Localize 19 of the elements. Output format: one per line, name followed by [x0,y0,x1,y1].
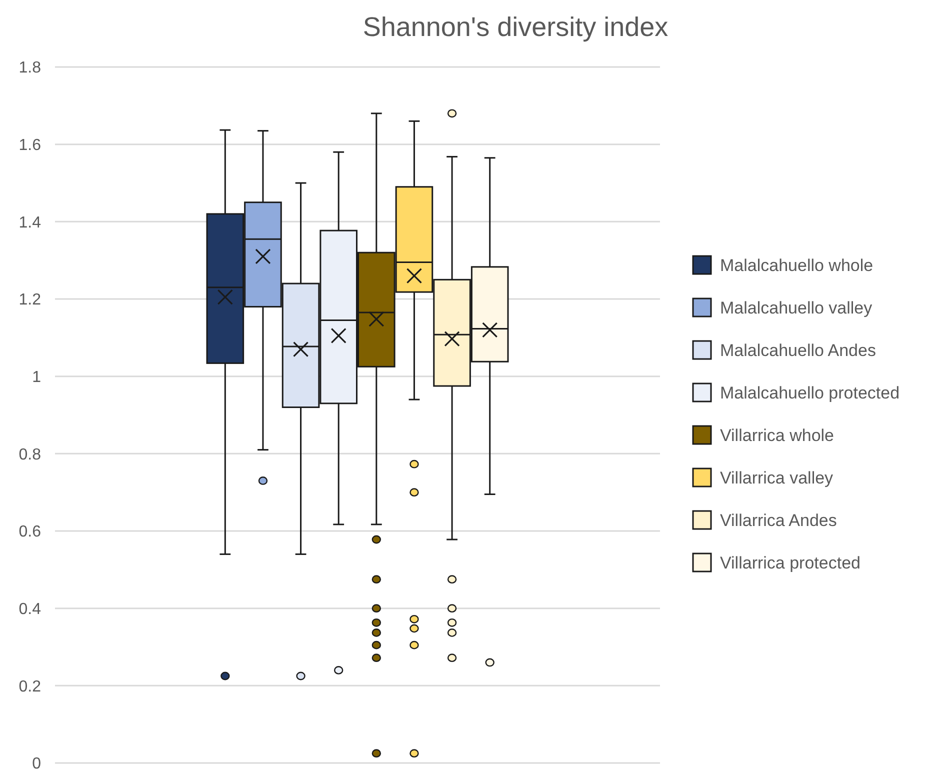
y-tick-label: 1.4 [18,214,42,232]
y-tick-label: 1.8 [18,60,42,77]
y-tick-label: 0 [32,756,42,773]
legend-label: Villarrica valley [720,468,834,488]
legend-label: Malalcahuello protected [720,383,900,402]
y-tick-label: 0.2 [18,678,42,696]
legend-label: Malalcahuello Andes [720,340,876,360]
legend-label: Villarrica whole [720,426,834,445]
y-tick-label: 1.2 [18,292,42,309]
legend-label: Malalcahuello whole [720,256,874,275]
y-tick-label: 0.4 [18,600,42,618]
y-tick-label: 0.8 [18,446,42,464]
chart-title: Shannon's diversity index [362,12,669,42]
y-tick-label: 0.6 [18,524,42,541]
legend-label: Villarrica Andes [720,510,837,530]
y-tick-label: 1.6 [18,136,42,154]
legend-label: Malalcahuello valley [720,298,873,318]
y-tick-label: 1 [32,368,42,386]
legend-label: Villarrica protected [720,553,860,572]
